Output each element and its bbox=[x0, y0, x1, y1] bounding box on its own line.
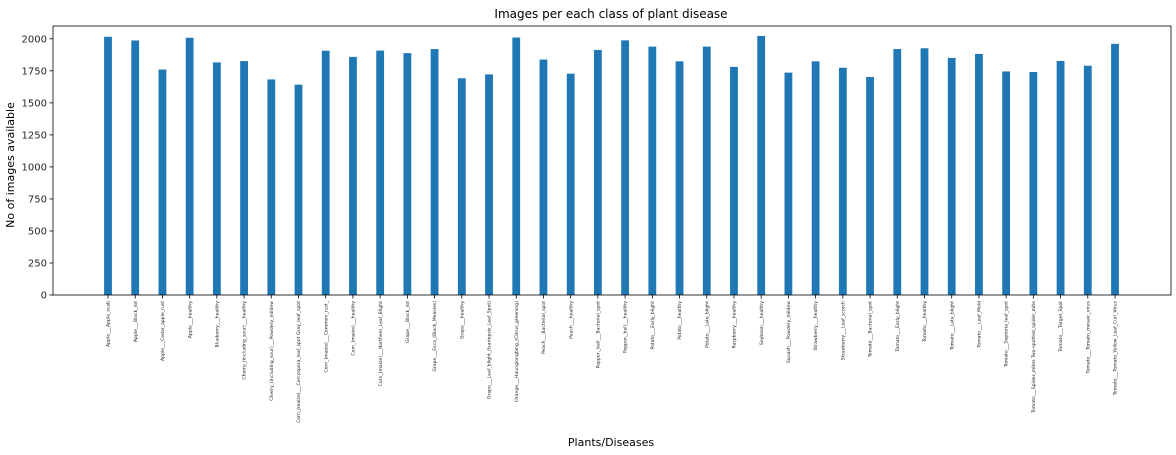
y-tick-label: 500 bbox=[28, 226, 47, 237]
bar-13 bbox=[457, 78, 466, 295]
bar-30 bbox=[920, 48, 929, 295]
y-tick-label: 1750 bbox=[22, 66, 47, 77]
bar-29 bbox=[893, 49, 902, 296]
bar-12 bbox=[430, 49, 439, 296]
bar-3 bbox=[185, 37, 194, 295]
y-axis: 0 250 500 750 1000 1250 1500 1750 2000 bbox=[22, 34, 53, 302]
bar-10 bbox=[376, 50, 385, 296]
bar-17 bbox=[566, 73, 575, 296]
x-tick-label: Tomato___Target_Spot bbox=[1058, 301, 1064, 353]
bar-34 bbox=[1029, 71, 1038, 296]
x-tick-label: Apple___Cedar_apple_rust bbox=[160, 301, 166, 361]
bar-16 bbox=[539, 59, 548, 296]
bar-20 bbox=[648, 46, 657, 296]
bar-15 bbox=[512, 37, 521, 295]
bar-11 bbox=[403, 53, 412, 295]
x-tick-label: Tomato___Bacterial_spot bbox=[868, 301, 874, 358]
bar-4 bbox=[212, 62, 221, 295]
x-tick-label: Apple___healthy bbox=[187, 301, 193, 339]
bar-32 bbox=[975, 53, 983, 295]
x-tick-label: Pepper,_bell___healthy bbox=[623, 301, 629, 353]
x-tick-label: Corn_(maize)___healthy bbox=[351, 301, 357, 356]
x-tick-label: Tomato___Early_blight bbox=[895, 301, 901, 353]
bar-25 bbox=[784, 72, 793, 295]
x-tick-label: Corn_(maize)___Common_rust_ bbox=[323, 300, 329, 372]
bar-26 bbox=[811, 61, 820, 295]
x-tick-label: Apple___Black_rot bbox=[133, 301, 139, 342]
x-tick-label: Tomato___Tomato_mosaic_virus bbox=[1085, 300, 1091, 374]
bar-5 bbox=[240, 61, 248, 295]
bar-21 bbox=[675, 61, 684, 295]
bar-27 bbox=[838, 67, 847, 295]
x-tick-label: Orange___Haunglongbing_(Citrus_greening) bbox=[514, 301, 520, 402]
x-axis: Apple___Apple_scab Apple___Black_rot Apple… bbox=[106, 295, 1119, 423]
x-tick-label: Apple___Apple_scab bbox=[106, 301, 112, 347]
x-tick-label: Tomato___Late_blight bbox=[949, 301, 955, 351]
y-tick-label: 250 bbox=[28, 258, 47, 269]
bar-8 bbox=[321, 50, 330, 295]
x-tick-label: Strawberry___Leaf_scorch bbox=[840, 301, 846, 360]
bar-28 bbox=[866, 76, 874, 295]
x-tick-label: Potato___healthy bbox=[677, 301, 683, 340]
bar-36 bbox=[1083, 65, 1092, 296]
y-tick-label: 750 bbox=[28, 194, 47, 205]
bar-6 bbox=[267, 79, 276, 295]
x-tick-label: Strawberry___healthy bbox=[813, 301, 819, 351]
x-tick-label: Raspberry___healthy bbox=[732, 301, 738, 349]
x-tick-label: Squash___Powdery_mildew bbox=[786, 301, 792, 363]
x-tick-label: Blueberry___healthy bbox=[214, 301, 220, 348]
x-tick-label: Tomato___Spider_mites Two-spotted_spider… bbox=[1031, 301, 1037, 414]
bar-18 bbox=[593, 49, 602, 296]
x-tick-label: Tomato___healthy bbox=[922, 301, 928, 343]
bar-33 bbox=[1002, 71, 1011, 295]
x-axis-title: Plants/Diseases bbox=[568, 436, 654, 449]
bar-7 bbox=[294, 84, 303, 295]
x-tick-label: Tomato___Leaf_Mold bbox=[977, 301, 983, 349]
axes-frame bbox=[52, 25, 1172, 296]
bar-1 bbox=[131, 40, 140, 295]
x-tick-label: Grape___Black_rot bbox=[405, 301, 411, 343]
bar-0 bbox=[104, 36, 112, 295]
x-tick-label: Grape___healthy bbox=[459, 301, 465, 339]
y-tick-label: 1250 bbox=[22, 130, 47, 141]
bar-2 bbox=[158, 69, 167, 295]
bar-37 bbox=[1111, 43, 1119, 296]
bar-22 bbox=[702, 46, 711, 296]
x-tick-label: Potato___Late_blight bbox=[704, 301, 710, 348]
bar-24 bbox=[757, 35, 766, 296]
bar-19 bbox=[621, 40, 630, 295]
x-tick-label: Grape___Leaf_blight_(Isariopsis_Leaf_Spo… bbox=[487, 301, 493, 399]
bar-35 bbox=[1056, 60, 1065, 295]
x-tick-label: Pepper,_bell___Bacterial_spot bbox=[595, 301, 601, 369]
x-tick-label: Cherry_(including_sour)___Powdery_mildew bbox=[269, 301, 275, 401]
x-tick-label: Corn_(maize)___Northern_Leaf_Blight bbox=[378, 301, 384, 387]
y-axis-title: No of images available bbox=[4, 102, 17, 228]
x-tick-label: Cherry_(including_sour)___healthy bbox=[242, 301, 248, 380]
bar-9 bbox=[349, 56, 357, 296]
x-tick-label: Tomato___Septoria_leaf_spot bbox=[1004, 301, 1010, 368]
x-tick-label: Grape___Esca_(Black_Measles) bbox=[432, 301, 438, 372]
x-tick-label: Soybean___healthy bbox=[759, 301, 765, 345]
bar-23 bbox=[730, 66, 738, 295]
y-tick-label: 0 bbox=[41, 291, 47, 302]
x-tick-label: Peach___healthy bbox=[568, 301, 574, 339]
plot-area bbox=[52, 25, 1172, 296]
y-tick-label: 2000 bbox=[22, 34, 47, 45]
bar-31 bbox=[947, 57, 956, 296]
chart-title: Images per each class of plant disease bbox=[494, 7, 727, 21]
x-tick-label: Tomato___Tomato_Yellow_Leaf_Curl_Virus bbox=[1113, 300, 1119, 396]
y-tick-label: 1500 bbox=[22, 98, 47, 109]
bar-14 bbox=[485, 74, 493, 295]
x-tick-label: Corn_(maize)___Cercospora_leaf_spot Gray… bbox=[296, 301, 302, 423]
x-tick-label: Peach___Bacterial_spot bbox=[541, 301, 547, 354]
y-tick-label: 1000 bbox=[22, 162, 47, 173]
x-tick-label: Potato___Early_blight bbox=[650, 301, 656, 350]
